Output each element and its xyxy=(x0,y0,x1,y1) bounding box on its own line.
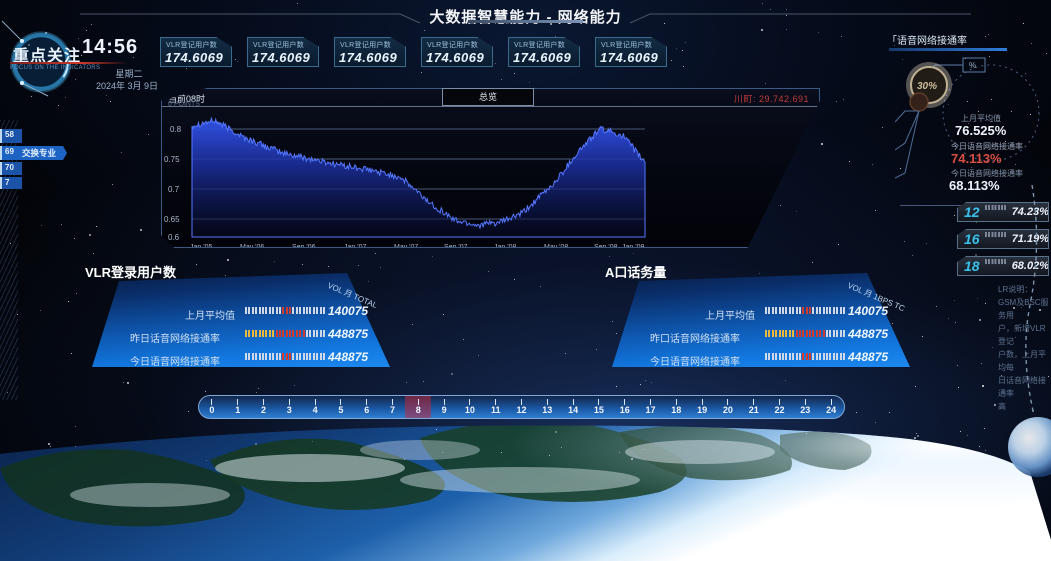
svg-text:Sep '08: Sep '08 xyxy=(594,244,618,247)
svg-text:30%: 30% xyxy=(917,81,937,92)
svg-text:0.65: 0.65 xyxy=(164,215,180,224)
svg-text:May '06: May '06 xyxy=(240,244,264,247)
svg-text:0.7: 0.7 xyxy=(168,185,180,194)
svg-text:今日语音网络接通率: 今日语音网络接通率 xyxy=(951,168,1023,178)
svg-text:May '08: May '08 xyxy=(544,244,568,247)
svg-text:76.525%: 76.525% xyxy=(955,123,1007,138)
svg-text:Jan '07: Jan '07 xyxy=(344,244,366,247)
svg-text:74.113%: 74.113% xyxy=(951,151,1002,166)
svg-text:May '07: May '07 xyxy=(394,244,418,247)
svg-text:0.75: 0.75 xyxy=(164,155,180,164)
svg-text:Sep '07: Sep '07 xyxy=(444,244,468,247)
svg-text:0.6: 0.6 xyxy=(168,233,180,242)
svg-text:Jan '09: Jan '09 xyxy=(622,244,644,247)
svg-text:68.113%: 68.113% xyxy=(949,178,1000,193)
svg-text:%: % xyxy=(969,61,976,70)
svg-text:Jan '08: Jan '08 xyxy=(494,244,516,247)
svg-text:Jan '05: Jan '05 xyxy=(190,244,212,247)
svg-text:Sep '06: Sep '06 xyxy=(292,244,316,247)
svg-text:今日语音网络接通率: 今日语音网络接通率 xyxy=(951,141,1023,151)
svg-text:0.8: 0.8 xyxy=(170,125,182,134)
svg-text:上月平均值: 上月平均值 xyxy=(961,113,1001,123)
